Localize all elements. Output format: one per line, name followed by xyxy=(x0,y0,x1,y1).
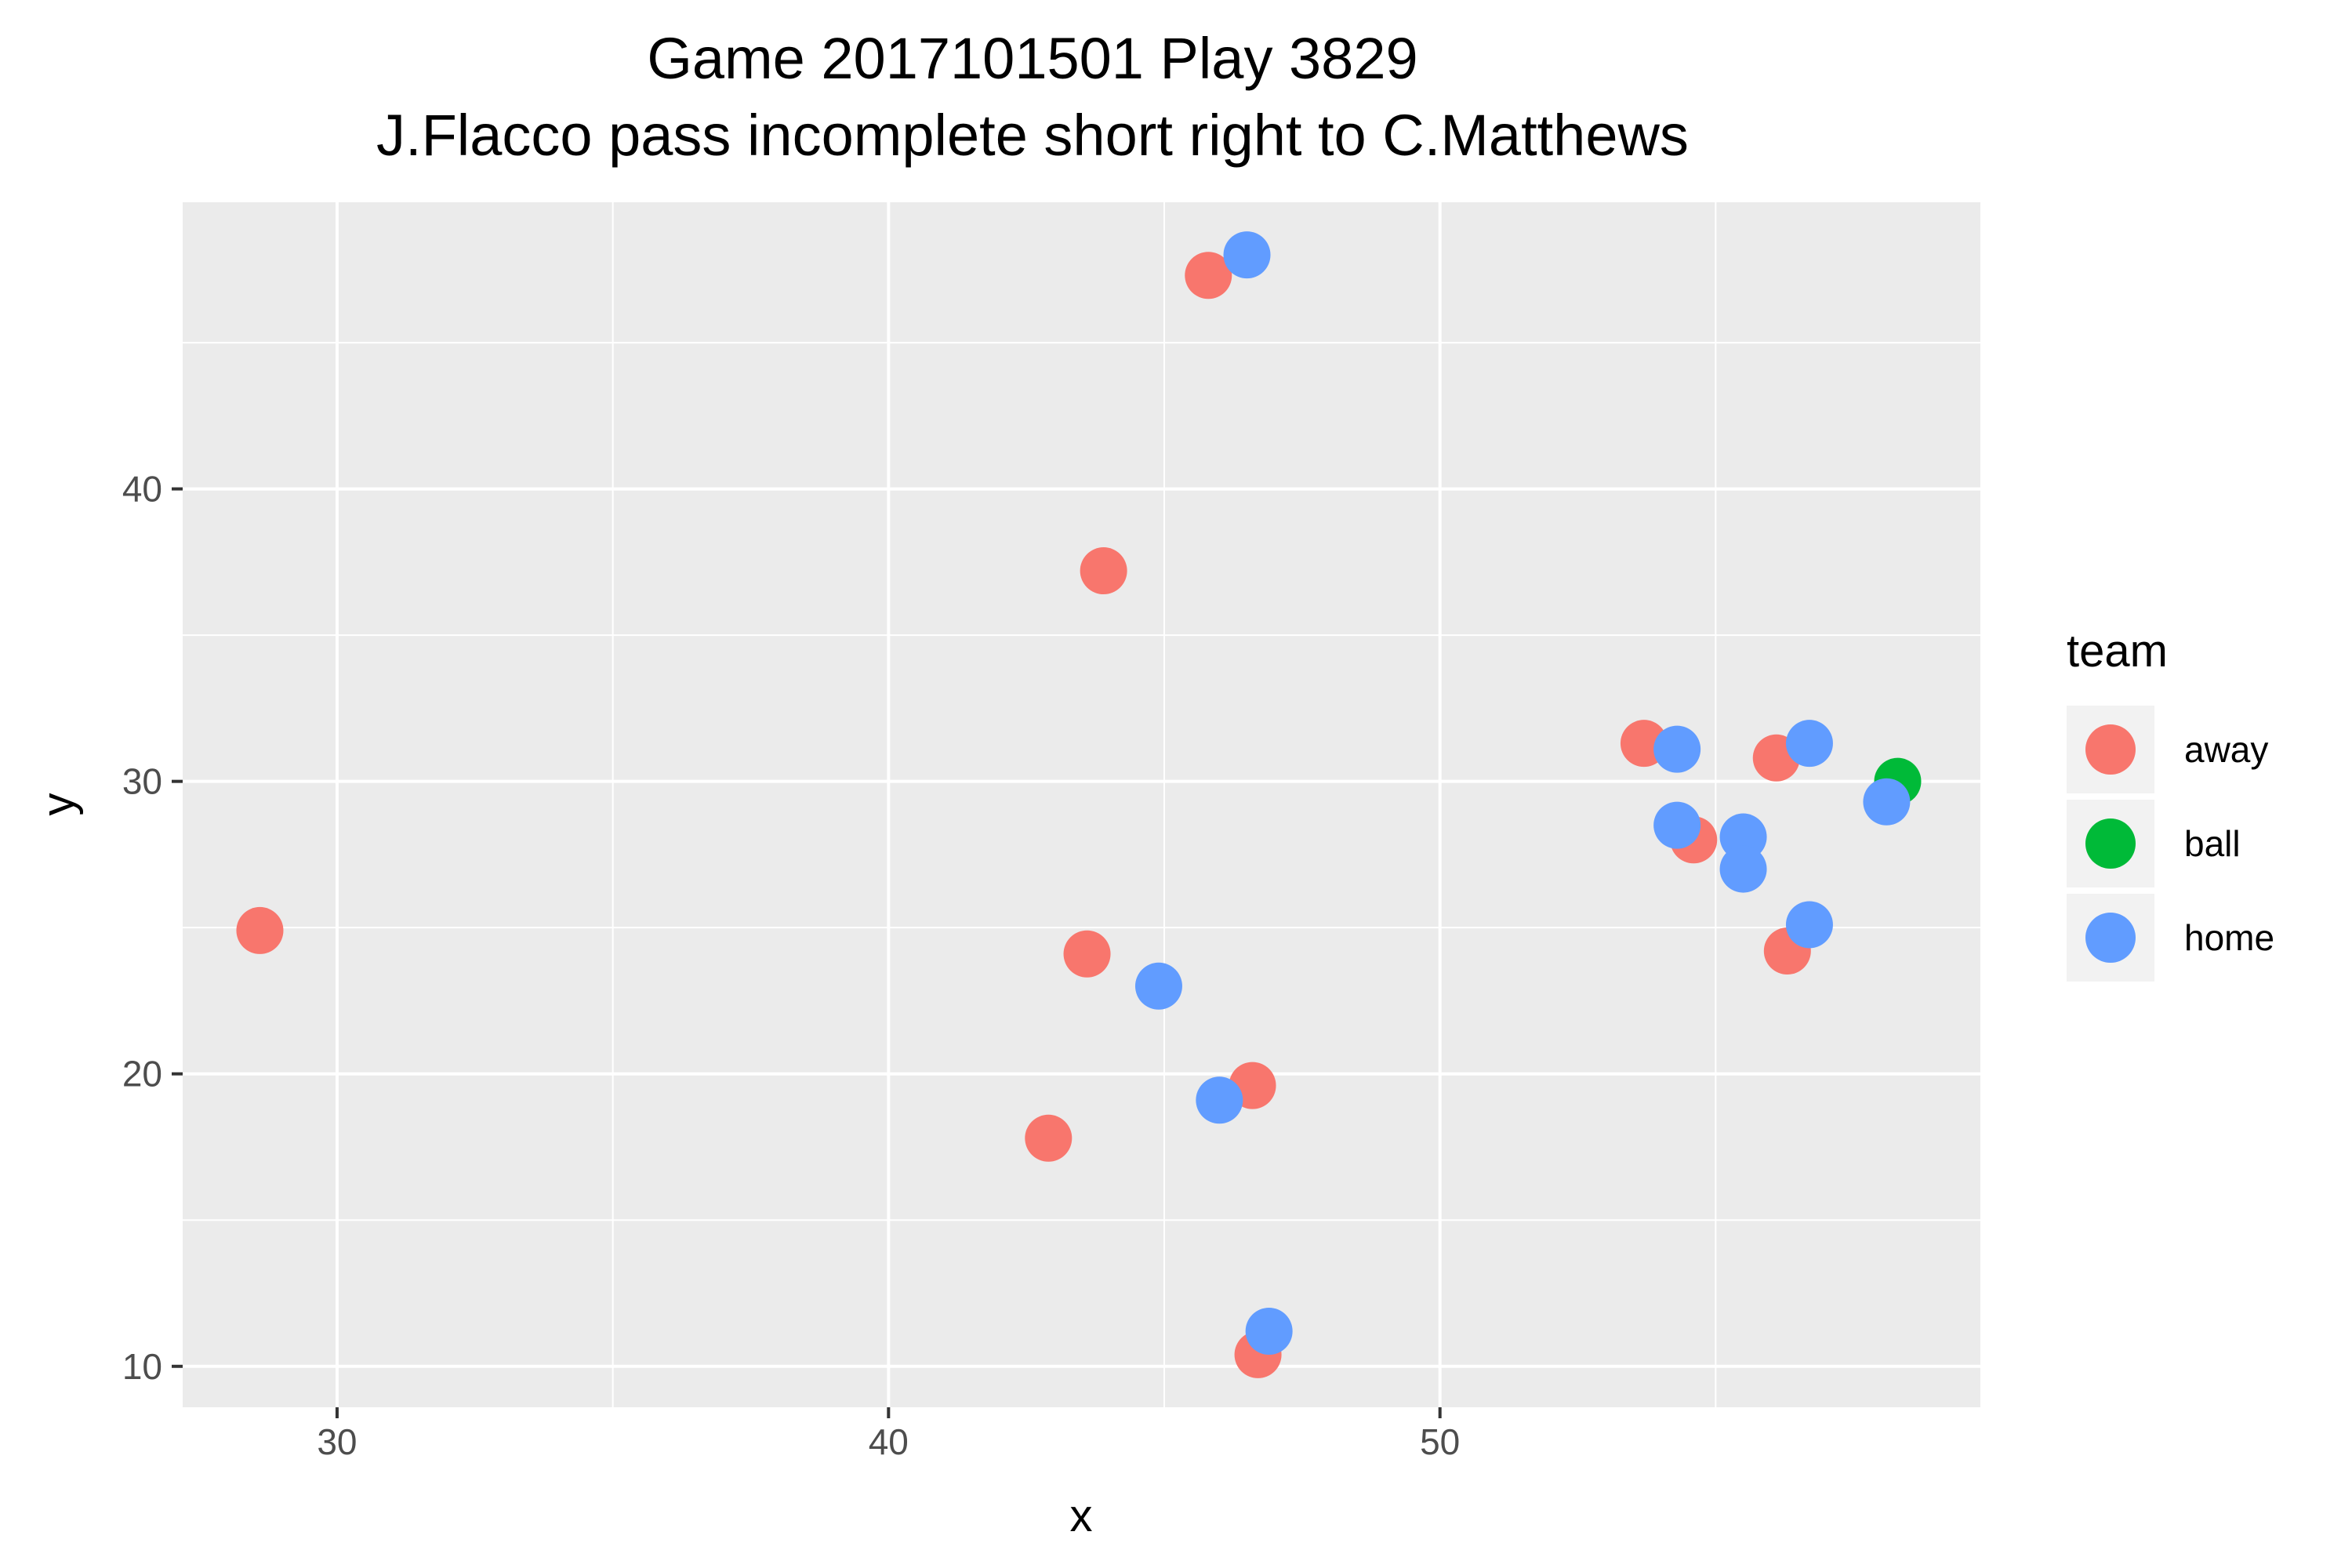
point-away xyxy=(236,907,283,954)
x-tick-label: 40 xyxy=(869,1421,909,1462)
y-tick-label: 10 xyxy=(122,1346,162,1387)
point-away xyxy=(1080,547,1127,594)
legend-entries: away ball home xyxy=(2067,706,2274,982)
chart-subtitle: J.Flacco pass incomplete short right to … xyxy=(376,103,1689,168)
point-home xyxy=(1653,726,1700,773)
y-axis-ticks: 10 20 30 40 xyxy=(122,469,183,1387)
point-home xyxy=(1246,1308,1293,1355)
y-axis-title: y xyxy=(33,793,84,816)
point-home xyxy=(1135,963,1182,1010)
legend: team away ball home xyxy=(2067,626,2274,982)
point-home xyxy=(1224,231,1271,278)
legend-swatch-home xyxy=(2085,913,2136,963)
point-home xyxy=(1786,901,1833,948)
x-axis-ticks: 30 40 50 xyxy=(317,1407,1460,1462)
legend-label-away: away xyxy=(2184,729,2268,770)
point-home xyxy=(1863,779,1910,826)
point-away xyxy=(1025,1115,1072,1162)
legend-label-home: home xyxy=(2184,917,2274,958)
y-tick-label: 30 xyxy=(122,761,162,802)
legend-swatch-away xyxy=(2085,724,2136,775)
y-tick-label: 40 xyxy=(122,469,162,510)
legend-label-ball: ball xyxy=(2184,823,2241,864)
point-home xyxy=(1786,720,1833,767)
legend-title: team xyxy=(2067,626,2168,677)
point-home xyxy=(1196,1076,1243,1123)
point-home xyxy=(1653,802,1700,849)
point-away xyxy=(1064,931,1111,978)
y-tick-label: 20 xyxy=(122,1054,162,1094)
x-tick-label: 50 xyxy=(1420,1421,1460,1462)
point-home xyxy=(1720,846,1767,893)
x-tick-label: 30 xyxy=(317,1421,357,1462)
x-axis-title: x xyxy=(1070,1490,1093,1541)
legend-swatch-ball xyxy=(2085,818,2136,869)
chart-title: Game 2017101501 Play 3829 xyxy=(647,26,1417,91)
plot-panel xyxy=(183,202,1980,1407)
